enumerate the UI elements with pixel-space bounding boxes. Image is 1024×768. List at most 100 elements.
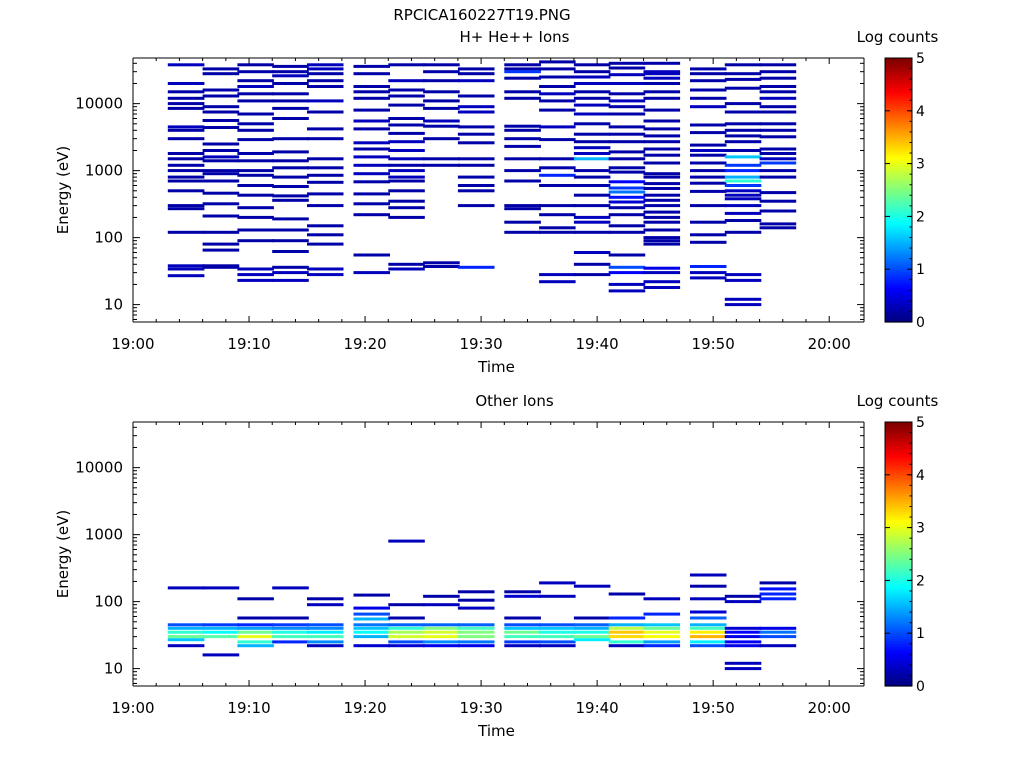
- heatmap-cell: [608, 195, 646, 199]
- heatmap-cell: [759, 85, 797, 88]
- heatmap-cell: [167, 189, 205, 193]
- heatmap-cell: [504, 630, 541, 634]
- colorbar-segment: [885, 60, 912, 64]
- heatmap-cell: [202, 248, 240, 252]
- colorbar-segment: [885, 197, 912, 202]
- heatmap-cell: [504, 128, 541, 132]
- heatmap-cell: [539, 204, 576, 208]
- colorbar-segment: [885, 258, 912, 262]
- colorbar-frame: [884, 57, 913, 323]
- colorbar-segment: [885, 248, 912, 252]
- colorbar-segment: [885, 458, 912, 463]
- colorbar-segment: [885, 577, 912, 581]
- colorbar-segment: [885, 168, 912, 173]
- heatmap-cells: [167, 60, 797, 307]
- heatmap-cell: [690, 131, 727, 135]
- heatmap-cell: [307, 192, 344, 196]
- heatmap-cell: [608, 73, 646, 77]
- y-tick-label: 10000: [75, 459, 123, 477]
- colorbar-segment: [885, 153, 912, 157]
- colorbar-segment: [885, 113, 912, 117]
- colorbar-segment: [885, 554, 912, 558]
- colorbar-segment: [885, 116, 912, 120]
- heatmap-cell: [307, 597, 344, 601]
- colorbar-segment: [885, 580, 912, 584]
- heatmap-cell: [759, 128, 797, 132]
- heatmap-cell: [423, 261, 460, 265]
- heatmap-cell: [539, 99, 576, 103]
- colorbar-segment: [885, 203, 912, 207]
- heatmap-cell: [353, 172, 390, 176]
- colorbar-segment: [885, 261, 912, 265]
- heatmap-cell: [457, 125, 495, 129]
- colorbar-segment: [885, 495, 912, 500]
- heatmap-cell: [202, 169, 240, 173]
- colorbar-segment: [885, 121, 912, 125]
- heatmap-cell: [457, 635, 495, 639]
- heatmap-cell: [759, 592, 797, 596]
- colorbar-segment: [885, 81, 912, 85]
- colorbar-segment: [885, 482, 912, 486]
- heatmap-cell: [307, 242, 344, 246]
- heatmap-cell: [457, 163, 495, 167]
- heatmap-cell: [608, 82, 646, 85]
- colorbar-segment: [885, 87, 912, 91]
- colorbar-segment: [885, 234, 912, 239]
- heatmap-cell: [353, 630, 390, 634]
- heatmap-cell: [353, 202, 390, 206]
- heatmap-cell: [388, 140, 425, 144]
- colorbar-segment: [885, 630, 912, 634]
- heatmap-cell: [608, 626, 646, 630]
- heatmap-cell: [643, 193, 681, 197]
- heatmap-cell: [237, 623, 274, 627]
- colorbar-segment: [885, 432, 912, 436]
- figure-title: RPCICA160227T19.PNG: [393, 6, 570, 24]
- heatmap-cell: [724, 297, 762, 301]
- heatmap-cell: [272, 70, 309, 74]
- heatmap-cell: [237, 70, 274, 74]
- heatmap-cell: [167, 204, 205, 208]
- heatmap-cell: [237, 193, 274, 197]
- heatmap-cell: [643, 635, 681, 639]
- heatmap-cell: [643, 61, 681, 65]
- heatmap-cell: [202, 230, 240, 234]
- heatmap-cell: [608, 190, 646, 194]
- colorbar-segment: [885, 538, 912, 542]
- heatmap-cell: [504, 67, 541, 71]
- heatmap-cell: [167, 82, 205, 85]
- colorbar-segment: [885, 620, 912, 624]
- heatmap-cell: [237, 99, 274, 103]
- heatmap-cell: [539, 125, 576, 129]
- heatmap-cells: [167, 539, 797, 671]
- x-tick-label: 20:00: [808, 699, 851, 717]
- heatmap-cell: [423, 90, 460, 94]
- heatmap-cell: [167, 635, 205, 639]
- heatmap-cell: [690, 271, 727, 275]
- heatmap-cell: [353, 64, 390, 68]
- heatmap-cell: [573, 635, 611, 639]
- colorbar-segment: [885, 443, 912, 447]
- heatmap-cell: [643, 644, 681, 648]
- heatmap-cell: [237, 273, 274, 277]
- heatmap-cell: [539, 280, 576, 284]
- heatmap-cell: [643, 70, 681, 74]
- heatmap-cell: [573, 82, 611, 85]
- heatmap-cell: [388, 131, 425, 135]
- heatmap-cell: [724, 169, 762, 173]
- y-tick-label: 1000: [85, 162, 123, 180]
- heatmap-cell: [307, 157, 344, 161]
- colorbar-segment: [885, 559, 912, 563]
- colorbar-segment: [885, 609, 912, 613]
- x-tick-label: 19:40: [576, 699, 619, 717]
- heatmap-cell: [272, 271, 309, 275]
- heatmap-cell: [608, 289, 646, 293]
- colorbar-segment: [885, 670, 912, 674]
- heatmap-cell: [237, 597, 274, 601]
- heatmap-cell: [202, 142, 240, 146]
- heatmap-cell: [608, 180, 646, 184]
- heatmap-cell: [724, 640, 762, 644]
- heatmap-cell: [202, 630, 240, 634]
- heatmap-cell: [202, 119, 240, 122]
- heatmap-cell: [690, 189, 727, 193]
- colorbar-segment: [885, 517, 912, 521]
